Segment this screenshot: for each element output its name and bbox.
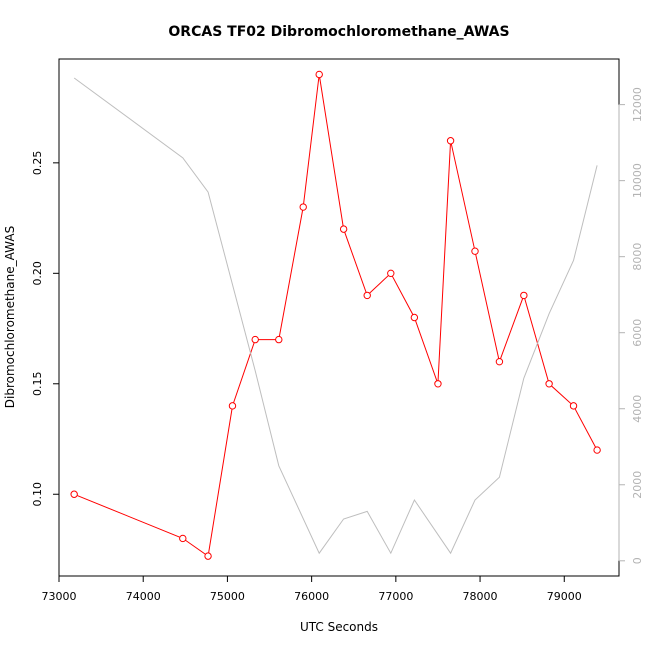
x-tick-label: 75000 bbox=[210, 590, 245, 603]
x-tick-label: 74000 bbox=[126, 590, 161, 603]
data-point bbox=[179, 534, 187, 543]
x-tick-label: 73000 bbox=[42, 590, 77, 603]
data-point bbox=[593, 446, 601, 454]
x-tick-label: 79000 bbox=[547, 590, 582, 603]
y-tick-label: 0.10 bbox=[31, 482, 44, 507]
y2-tick-label: 0 bbox=[631, 557, 644, 564]
y2-tick-label: 6000 bbox=[631, 319, 644, 347]
data-point bbox=[434, 380, 442, 388]
y-tick-label: 0.20 bbox=[31, 261, 44, 286]
series-layer bbox=[70, 70, 601, 560]
data-point bbox=[228, 402, 237, 410]
y2-axis-right: 0 2000 4000 6000 8000 10000 12000 bbox=[618, 87, 644, 564]
x-axis-label: UTC Seconds bbox=[300, 620, 378, 634]
y2-tick-label: 2000 bbox=[631, 471, 644, 499]
x-tick-label: 77000 bbox=[378, 590, 413, 603]
data-point bbox=[70, 490, 78, 498]
y2-tick-label: 8000 bbox=[631, 243, 644, 271]
data-point bbox=[363, 291, 371, 300]
y-tick-label: 0.15 bbox=[31, 372, 44, 397]
data-point bbox=[446, 137, 455, 145]
x-tick-label: 78000 bbox=[463, 590, 498, 603]
data-point bbox=[315, 70, 323, 79]
data-point bbox=[387, 269, 395, 278]
plot-frame bbox=[58, 58, 620, 577]
data-point bbox=[495, 357, 504, 366]
y2-tick-label: 12000 bbox=[631, 87, 644, 122]
data-point bbox=[545, 380, 553, 388]
y2-tick-label: 4000 bbox=[631, 395, 644, 423]
data-point bbox=[569, 402, 578, 410]
data-point bbox=[410, 313, 419, 322]
y2-tick-label: 10000 bbox=[631, 163, 644, 198]
data-point bbox=[339, 225, 348, 233]
data-point bbox=[471, 247, 479, 255]
x-tick-label: 76000 bbox=[294, 590, 329, 603]
data-point bbox=[275, 335, 283, 344]
y-tick-label: 0.25 bbox=[31, 151, 44, 176]
data-point bbox=[520, 291, 528, 300]
data-point bbox=[251, 335, 259, 344]
y-axis: 0.10 0.15 0.20 0.25 bbox=[31, 151, 60, 507]
x-axis: 73000 74000 75000 76000 77000 78000 79000 bbox=[42, 575, 582, 603]
chart-title: ORCAS TF02 Dibromochloromethane_AWAS bbox=[168, 24, 509, 40]
y-axis-label: Dibromochloromethane_AWAS bbox=[3, 226, 17, 408]
data-point bbox=[299, 203, 307, 211]
secondary-series-line bbox=[73, 77, 598, 555]
data-point bbox=[204, 552, 212, 560]
primary-series-line bbox=[74, 74, 598, 557]
